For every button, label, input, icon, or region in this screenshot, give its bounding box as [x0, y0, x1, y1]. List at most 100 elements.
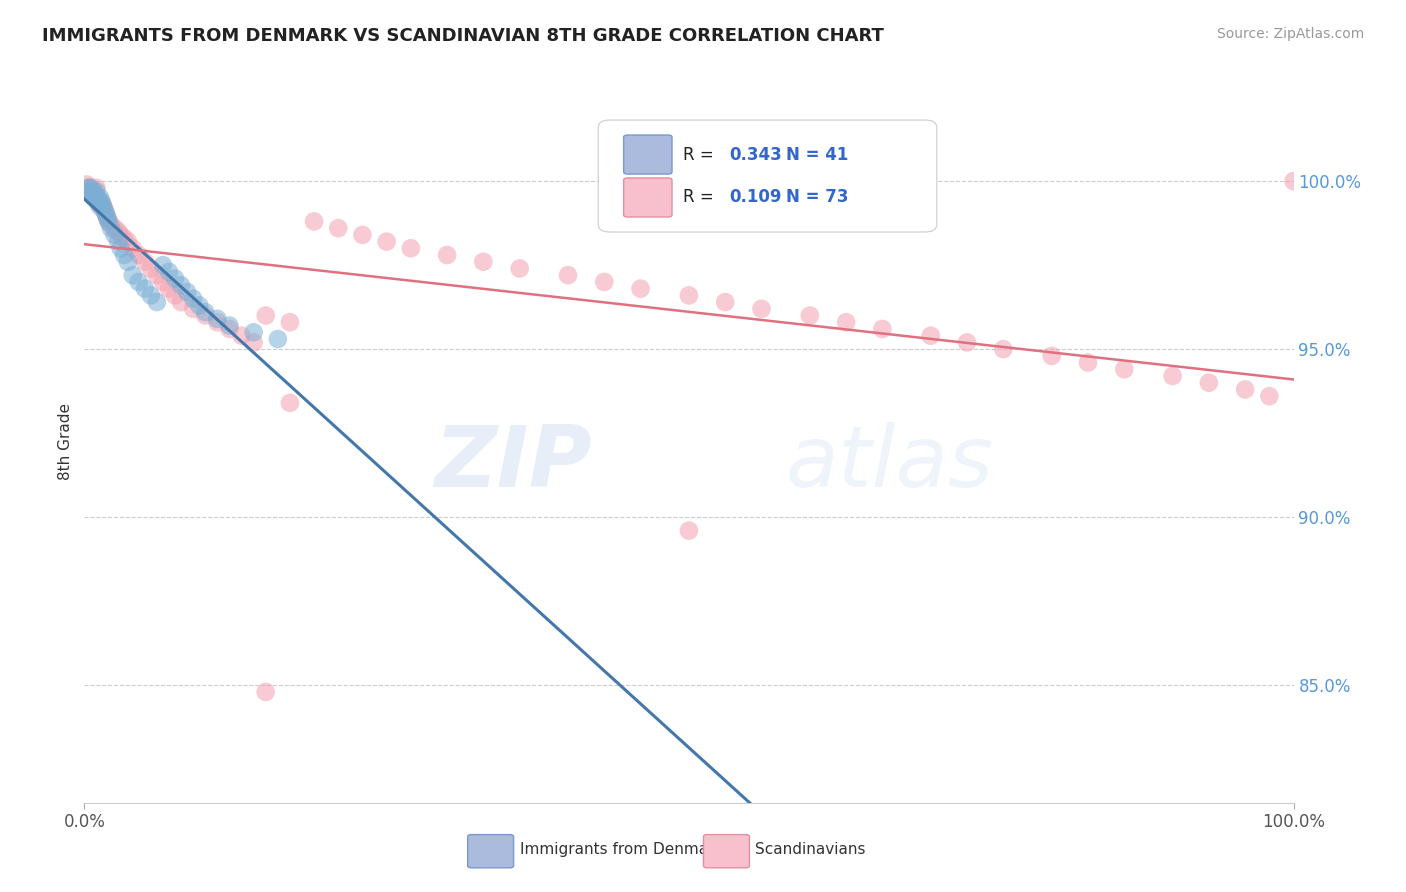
Point [86, 181, 108, 195]
FancyBboxPatch shape [703, 835, 749, 868]
Point [352, 227, 374, 242]
Point [104, 227, 127, 242]
Point [1234, 383, 1257, 397]
Point [76, 178, 98, 192]
Point [79, 181, 101, 195]
Point [328, 221, 350, 235]
Point [82, 187, 104, 202]
Point [77, 184, 100, 198]
Point [1258, 389, 1281, 403]
Point [278, 396, 301, 410]
Text: IMMIGRANTS FROM DENMARK VS SCANDINAVIAN 8TH GRADE CORRELATION CHART: IMMIGRANTS FROM DENMARK VS SCANDINAVIAN … [42, 27, 884, 45]
Point [218, 318, 240, 333]
Point [90, 201, 112, 215]
Point [83, 184, 105, 198]
Point [920, 328, 942, 343]
Point [77, 184, 100, 198]
Point [94, 204, 117, 219]
Point [79, 181, 101, 195]
Point [121, 268, 143, 283]
Point [80, 187, 103, 202]
FancyBboxPatch shape [624, 135, 672, 174]
Point [835, 315, 858, 329]
Point [77, 181, 100, 195]
Point [77, 181, 100, 195]
Text: atlas: atlas [786, 422, 994, 505]
Point [714, 295, 737, 310]
Point [84, 187, 107, 202]
Point [218, 322, 240, 336]
Point [82, 184, 104, 198]
Point [956, 335, 979, 350]
Point [170, 278, 193, 293]
Point [993, 342, 1015, 356]
Point [170, 295, 193, 310]
Point [134, 254, 156, 268]
FancyBboxPatch shape [624, 178, 672, 217]
Point [128, 248, 150, 262]
Text: 0.109: 0.109 [728, 188, 782, 206]
Point [799, 309, 821, 323]
Point [117, 254, 139, 268]
Point [593, 275, 616, 289]
Point [872, 322, 894, 336]
Point [302, 214, 325, 228]
Point [152, 258, 174, 272]
Point [399, 241, 422, 255]
Point [117, 235, 139, 249]
Point [90, 194, 112, 209]
Point [97, 214, 120, 228]
Point [96, 211, 118, 225]
Point [188, 298, 211, 312]
Point [436, 248, 458, 262]
Point [86, 184, 108, 198]
Point [110, 241, 132, 255]
Point [678, 524, 700, 538]
Point [94, 204, 117, 219]
Point [100, 221, 122, 235]
Text: N = 41: N = 41 [786, 145, 848, 163]
Point [146, 295, 169, 310]
Point [1077, 355, 1099, 369]
Text: ZIP: ZIP [434, 422, 592, 505]
Point [557, 268, 579, 283]
Point [176, 285, 198, 299]
Point [242, 335, 264, 350]
Point [267, 332, 290, 346]
FancyBboxPatch shape [468, 835, 513, 868]
Point [107, 225, 129, 239]
Text: Source: ZipAtlas.com: Source: ZipAtlas.com [1216, 27, 1364, 41]
Point [165, 288, 187, 302]
Point [94, 208, 117, 222]
Point [104, 221, 127, 235]
Point [751, 301, 773, 316]
Text: R =: R = [683, 145, 718, 163]
Point [630, 282, 652, 296]
Point [1198, 376, 1220, 390]
Point [146, 268, 169, 283]
Point [1282, 174, 1305, 188]
Point [121, 241, 143, 255]
Point [1114, 362, 1136, 376]
Point [91, 197, 114, 211]
Point [139, 261, 162, 276]
Point [375, 235, 398, 249]
Point [86, 191, 108, 205]
Point [278, 315, 301, 329]
Point [157, 282, 180, 296]
Point [97, 214, 120, 228]
Point [242, 326, 264, 340]
Point [254, 309, 277, 323]
Point [1040, 349, 1063, 363]
Point [157, 265, 180, 279]
Point [110, 227, 132, 242]
Point [207, 315, 229, 329]
Point [93, 201, 115, 215]
Point [1161, 369, 1184, 384]
Point [112, 248, 135, 262]
FancyBboxPatch shape [599, 120, 936, 232]
Point [194, 305, 217, 319]
Point [254, 685, 277, 699]
Point [94, 208, 117, 222]
Text: Immigrants from Denmark: Immigrants from Denmark [520, 842, 723, 857]
